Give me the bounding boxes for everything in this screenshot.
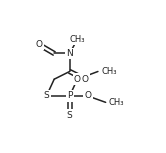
Text: P: P <box>67 91 72 100</box>
Text: CH₃: CH₃ <box>70 35 85 44</box>
Text: S: S <box>44 91 49 100</box>
Text: N: N <box>66 49 73 58</box>
Text: O: O <box>74 75 81 84</box>
Text: CH₃: CH₃ <box>101 67 117 76</box>
Text: O: O <box>84 91 91 100</box>
Text: O: O <box>35 40 42 49</box>
Text: S: S <box>67 111 73 120</box>
Text: CH₃: CH₃ <box>109 98 124 107</box>
Text: O: O <box>82 75 89 84</box>
